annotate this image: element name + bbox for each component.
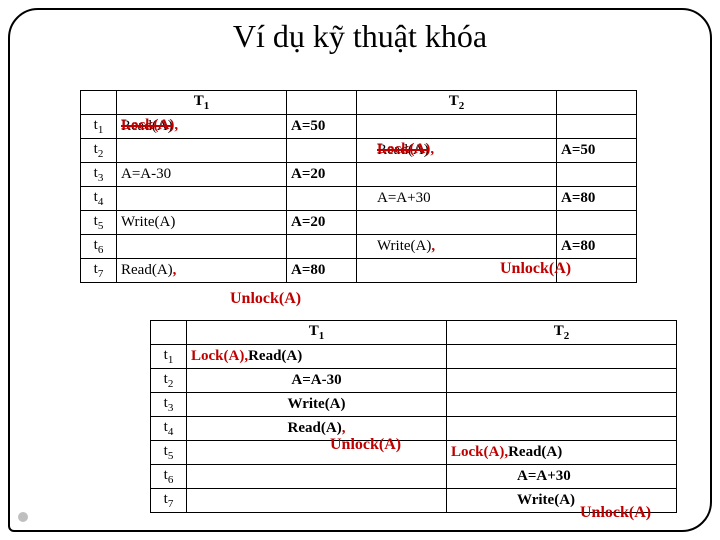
table-row: t6 A=A+30 <box>151 465 677 489</box>
t2-cell: Lock(A),Read(A) <box>447 441 677 465</box>
t1-cell <box>117 235 287 259</box>
t2-cell: Read(A) Lock(A), <box>357 139 557 163</box>
time-cell: t2 <box>81 139 117 163</box>
t2-cell: A=A+30 <box>447 465 677 489</box>
lock-overlay: Lock(A), <box>377 141 434 158</box>
schedule-table-1: T1 T2 t1 Read(A) Lock(A), A=50 t2 Read(A… <box>80 90 637 283</box>
time-cell: t2 <box>151 369 187 393</box>
value-cell <box>287 139 357 163</box>
value-cell: A=80 <box>557 235 637 259</box>
table-row: t3 A=A-30 A=20 <box>81 163 637 187</box>
t2-cell <box>357 163 557 187</box>
header-t2: T2 <box>447 321 677 345</box>
blank-cell <box>287 91 357 115</box>
t1-cell <box>187 441 447 465</box>
t1-cell: A=A-30 <box>187 369 447 393</box>
t1-cell: Lock(A),Read(A) <box>187 345 447 369</box>
table-row: t1 Lock(A),Read(A) <box>151 345 677 369</box>
t1-cell: Read(A) Lock(A), <box>117 115 287 139</box>
time-cell: t4 <box>151 417 187 441</box>
value-cell: A=50 <box>557 139 637 163</box>
t1-cell <box>187 465 447 489</box>
header-t1: T1 <box>117 91 287 115</box>
value-cell: A=80 <box>557 187 637 211</box>
value-cell <box>557 115 637 139</box>
blank-cell <box>81 91 117 115</box>
unlock-label: Unlock(A) <box>500 260 571 278</box>
time-cell: t3 <box>81 163 117 187</box>
t2-cell <box>357 115 557 139</box>
t2-cell <box>357 211 557 235</box>
table-row: t4 Read(A), <box>151 417 677 441</box>
t2-cell <box>447 393 677 417</box>
lock-overlay: Lock(A), <box>121 117 178 134</box>
header-t1: T1 <box>187 321 447 345</box>
time-cell: t5 <box>81 211 117 235</box>
time-cell: t1 <box>151 345 187 369</box>
time-cell: t4 <box>81 187 117 211</box>
table-row: t3 Write(A) <box>151 393 677 417</box>
t1-cell: Read(A), <box>117 259 287 283</box>
value-cell: A=50 <box>287 115 357 139</box>
time-cell: t7 <box>151 489 187 513</box>
blank-cell <box>151 321 187 345</box>
table-row: t1 Read(A) Lock(A), A=50 <box>81 115 637 139</box>
table-row: t6 Write(A), A=80 <box>81 235 637 259</box>
t2-cell: Write(A), <box>357 235 557 259</box>
t1-cell: Write(A) <box>187 393 447 417</box>
t1-cell: A=A-30 <box>117 163 287 187</box>
time-cell: t6 <box>151 465 187 489</box>
t1-cell: Read(A), <box>187 417 447 441</box>
table-row: T1 T2 <box>151 321 677 345</box>
value-cell: A=20 <box>287 211 357 235</box>
value-cell <box>557 211 637 235</box>
t2-cell <box>447 345 677 369</box>
t1-cell: Write(A) <box>117 211 287 235</box>
value-cell: A=80 <box>287 259 357 283</box>
time-cell: t3 <box>151 393 187 417</box>
value-cell <box>557 163 637 187</box>
table-row: t2 Read(A) Lock(A), A=50 <box>81 139 637 163</box>
slide-title: Ví dụ kỹ thuật khóa <box>0 18 720 55</box>
unlock-label: Unlock(A) <box>330 436 401 454</box>
table-row: t2 A=A-30 <box>151 369 677 393</box>
value-cell: A=20 <box>287 163 357 187</box>
unlock-label: Unlock(A) <box>580 504 651 522</box>
time-cell: t7 <box>81 259 117 283</box>
value-cell <box>287 235 357 259</box>
table-row: t4 A=A+30 A=80 <box>81 187 637 211</box>
time-cell: t5 <box>151 441 187 465</box>
schedule-table-2: T1 T2 t1 Lock(A),Read(A) t2 A=A-30 t3 Wr… <box>150 320 677 513</box>
table-row: t5 Write(A) A=20 <box>81 211 637 235</box>
t2-cell: A=A+30 <box>357 187 557 211</box>
header-t2: T2 <box>357 91 557 115</box>
blank-cell <box>557 91 637 115</box>
time-cell: t6 <box>81 235 117 259</box>
value-cell <box>287 187 357 211</box>
table-row: T1 T2 <box>81 91 637 115</box>
corner-dot <box>18 512 28 522</box>
t2-cell <box>447 417 677 441</box>
time-cell: t1 <box>81 115 117 139</box>
unlock-label: Unlock(A) <box>230 290 301 308</box>
t1-cell <box>117 139 287 163</box>
t1-cell <box>117 187 287 211</box>
table-row: t5 Lock(A),Read(A) <box>151 441 677 465</box>
t1-cell <box>187 489 447 513</box>
t2-cell <box>447 369 677 393</box>
